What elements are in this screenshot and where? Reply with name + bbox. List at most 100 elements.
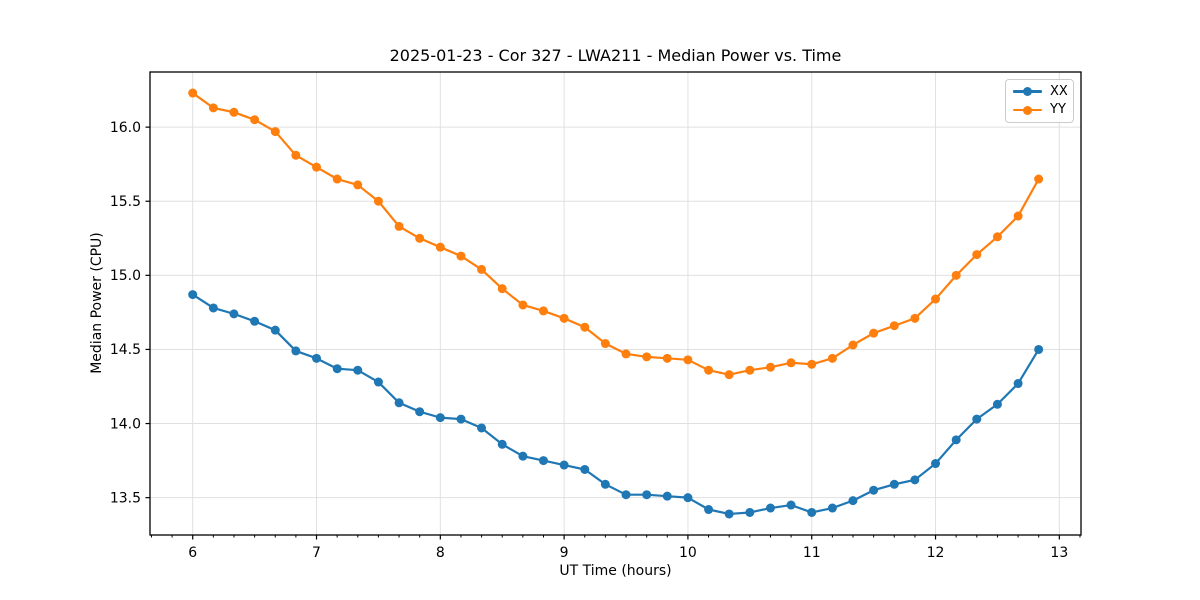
data-point-xx	[848, 496, 858, 506]
data-point-yy	[992, 232, 1002, 242]
data-point-xx	[786, 500, 796, 510]
data-point-xx	[827, 503, 837, 513]
data-point-yy	[538, 306, 548, 316]
data-point-yy	[580, 322, 590, 332]
data-point-xx	[992, 399, 1002, 409]
y-tick-label: 14.0	[110, 416, 141, 432]
data-point-yy	[848, 340, 858, 350]
data-point-xx	[580, 464, 590, 474]
data-point-yy	[951, 270, 961, 280]
data-point-xx	[477, 423, 487, 433]
data-point-xx	[229, 309, 239, 319]
data-point-yy	[250, 115, 260, 125]
legend-label-xx: XX	[1050, 83, 1068, 99]
x-tick-label: 13	[1050, 545, 1068, 561]
data-point-xx	[642, 490, 652, 500]
data-point-yy	[394, 221, 404, 231]
y-tick-label: 13.5	[110, 490, 141, 506]
data-point-yy	[827, 353, 837, 363]
data-point-yy	[807, 359, 817, 369]
chart-title: 2025-01-23 - Cor 327 - LWA211 - Median P…	[389, 46, 842, 65]
data-point-yy	[229, 107, 239, 117]
data-point-xx	[250, 316, 260, 326]
x-minor-ticks	[150, 535, 1081, 538]
y-axis-label: Median Power (CPU)	[89, 232, 105, 374]
data-point-xx	[353, 365, 363, 375]
x-tick-label: 6	[188, 545, 197, 561]
data-point-yy	[662, 353, 672, 363]
data-point-yy	[889, 321, 899, 331]
data-point-yy	[332, 174, 342, 184]
data-point-xx	[889, 479, 899, 489]
series-xx	[188, 290, 1044, 519]
data-point-xx	[869, 485, 879, 495]
axes-spines	[149, 71, 1082, 536]
data-point-xx	[291, 346, 301, 356]
data-point-xx	[332, 364, 342, 374]
data-point-yy	[642, 352, 652, 362]
data-point-xx	[188, 290, 198, 300]
data-point-xx	[435, 413, 445, 423]
data-point-yy	[208, 103, 218, 113]
data-point-yy	[435, 242, 445, 252]
data-point-yy	[1013, 211, 1023, 221]
data-point-yy	[477, 264, 487, 274]
y-tick-label: 15.5	[110, 194, 141, 210]
y-tick-label: 16.0	[110, 120, 141, 136]
data-point-xx	[1034, 344, 1044, 354]
data-point-xx	[662, 491, 672, 501]
data-point-xx	[497, 439, 507, 449]
gridlines	[150, 72, 1081, 535]
data-point-xx	[766, 503, 775, 513]
legend-entry-yy: YY	[1013, 101, 1066, 119]
data-point-xx	[270, 325, 280, 335]
data-point-xx	[373, 377, 383, 387]
data-point-yy	[456, 251, 466, 261]
x-tick-label: 12	[927, 545, 945, 561]
data-point-xx	[621, 490, 631, 500]
legend-label-yy: YY	[1050, 102, 1066, 118]
tick-labels: 6 7 8 9 10 11 12 13 13.5 14.0 14.5 15.0 15.5 16.0	[110, 120, 1068, 561]
data-point-yy	[931, 294, 941, 304]
legend-marker-yy-icon	[1013, 105, 1042, 115]
data-point-xx	[518, 451, 528, 461]
data-point-yy	[786, 358, 796, 368]
data-point-yy	[869, 328, 879, 338]
data-point-yy	[1034, 174, 1044, 184]
series-yy	[188, 88, 1044, 380]
data-point-yy	[766, 362, 775, 372]
data-point-xx	[724, 509, 734, 519]
data-point-yy	[497, 284, 507, 294]
data-point-yy	[621, 349, 631, 359]
data-point-yy	[353, 180, 363, 190]
data-point-yy	[600, 339, 610, 349]
x-tick-label: 11	[803, 545, 821, 561]
data-point-yy	[188, 88, 198, 98]
data-point-yy	[745, 365, 755, 375]
data-point-yy	[559, 313, 569, 323]
data-point-yy	[312, 162, 322, 172]
data-point-xx	[600, 479, 610, 489]
data-point-xx	[910, 475, 920, 485]
data-point-xx	[208, 303, 218, 313]
x-tick-label: 10	[679, 545, 697, 561]
series-yy-line	[191, 91, 1040, 376]
x-tick-label: 7	[312, 545, 321, 561]
data-point-xx	[559, 460, 569, 470]
data-point-yy	[270, 127, 280, 137]
y-tick-label: 15.0	[110, 268, 141, 284]
legend: XX YY	[1005, 79, 1074, 123]
x-tick-label: 9	[560, 545, 569, 561]
data-point-xx	[1013, 379, 1023, 389]
x-tick-label: 8	[436, 545, 445, 561]
data-point-xx	[745, 507, 755, 517]
axis-ticks	[145, 126, 1060, 540]
data-point-xx	[683, 493, 693, 503]
data-point-xx	[951, 435, 961, 445]
x-axis-label: UT Time (hours)	[559, 563, 672, 579]
data-point-xx	[807, 507, 817, 517]
data-point-xx	[394, 398, 404, 408]
legend-entry-xx: XX	[1013, 83, 1068, 101]
data-point-xx	[312, 353, 322, 363]
